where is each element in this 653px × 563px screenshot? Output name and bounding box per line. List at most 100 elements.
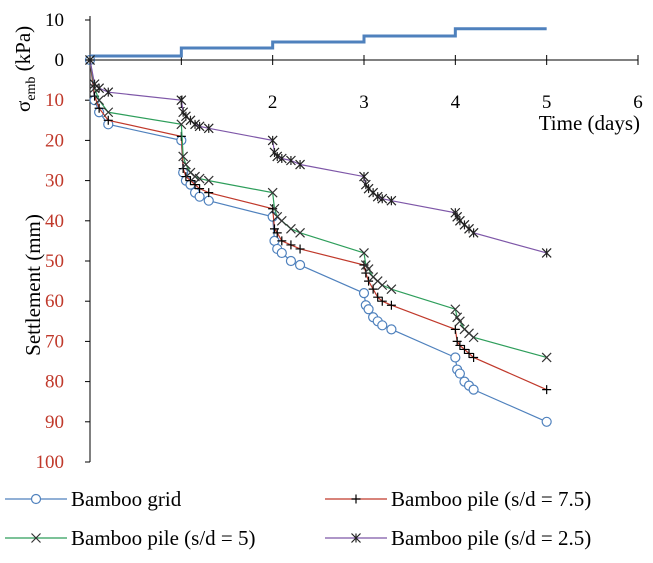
series-2 xyxy=(85,55,552,395)
y-tick-label: 100 xyxy=(36,452,65,473)
top-y-axis-title-subscript: emb xyxy=(24,77,39,101)
top-y-tick-label: 0 xyxy=(55,50,65,71)
data-point-star xyxy=(295,159,305,170)
data-point-x xyxy=(180,159,191,170)
data-point-plus xyxy=(450,324,460,334)
data-point-x xyxy=(176,119,187,130)
series-line xyxy=(89,59,547,254)
x-tick-label: 4 xyxy=(451,92,461,113)
data-point-star xyxy=(386,195,397,206)
y-tick-label: 60 xyxy=(45,291,64,312)
series-1 xyxy=(84,54,552,427)
y-tick-label: 50 xyxy=(45,251,64,272)
x-tick-label: 6 xyxy=(633,92,643,113)
data-point-circle xyxy=(194,191,205,202)
data-point-circle xyxy=(450,352,461,363)
data-point-plus xyxy=(272,228,282,238)
data-point-star xyxy=(194,121,205,132)
data-point-plus xyxy=(286,240,296,250)
y-axis-title: Settlement (mm) xyxy=(21,214,45,356)
data-point-plus xyxy=(459,344,469,354)
y-tick-label: 10 xyxy=(45,90,64,111)
x-tick-label: 5 xyxy=(542,92,552,113)
data-point-star xyxy=(468,227,479,238)
data-point-star xyxy=(286,155,296,166)
data-point-star xyxy=(103,87,114,98)
data-point-plus xyxy=(190,180,200,190)
data-point-circle xyxy=(468,384,479,395)
data-point-circle xyxy=(203,195,214,206)
legend-swatch-marker xyxy=(351,494,361,504)
data-point-circle xyxy=(454,368,465,379)
series-line xyxy=(89,59,547,423)
data-point-x xyxy=(194,173,205,184)
legend-swatch-marker xyxy=(351,533,361,543)
data-point-circle xyxy=(541,416,552,427)
data-point-plus xyxy=(464,348,474,358)
data-point-plus xyxy=(542,385,552,395)
legend-label: Bamboo pile (s/d = 5) xyxy=(71,526,256,550)
data-point-plus xyxy=(377,296,387,306)
x-axis-title: Time (days) xyxy=(539,111,640,135)
legend-item-2: Bamboo pile (s/d = 7.5) xyxy=(325,487,591,511)
data-point-x xyxy=(295,227,305,238)
x-tick-label: 3 xyxy=(359,92,369,113)
data-point-star xyxy=(203,123,214,134)
data-point-star xyxy=(359,171,369,182)
data-point-x xyxy=(269,203,280,214)
legend-label: Bamboo pile (s/d = 7.5) xyxy=(391,487,591,511)
data-point-x xyxy=(541,352,552,363)
series-4 xyxy=(85,55,552,258)
series-line xyxy=(89,59,547,391)
data-point-x xyxy=(276,215,287,226)
legend-item-3: Bamboo pile (s/d = 5) xyxy=(5,526,256,550)
data-point-star xyxy=(85,55,95,65)
data-point-circle xyxy=(386,324,397,335)
data-point-star xyxy=(176,95,187,106)
data-point-plus xyxy=(103,115,113,125)
y-tick-label: 40 xyxy=(45,211,64,232)
y-tick-label: 30 xyxy=(45,171,64,192)
data-point-circle xyxy=(363,304,374,315)
legend-swatch-marker xyxy=(31,533,41,543)
data-point-x xyxy=(286,223,296,234)
x-tick-label: 2 xyxy=(268,92,278,113)
top-y-axis-title: σemb (kPa) xyxy=(11,26,39,112)
data-point-plus xyxy=(94,103,104,113)
legend-item-1: Bamboo grid xyxy=(5,487,182,511)
series-3 xyxy=(85,55,552,363)
data-point-x xyxy=(450,304,461,315)
data-point-x xyxy=(454,316,465,327)
y-tick-label: 20 xyxy=(45,130,64,151)
top-y-axis-title-symbol: σ xyxy=(11,101,35,112)
data-point-x xyxy=(94,95,105,106)
top-y-axis-title-unit: (kPa) xyxy=(11,26,35,77)
data-point-circle xyxy=(294,259,306,271)
data-point-circle xyxy=(358,288,370,299)
y-tick-label: 70 xyxy=(45,331,64,352)
data-point-plus xyxy=(368,284,378,294)
data-point-x xyxy=(203,175,214,186)
data-point-plus xyxy=(204,188,214,198)
data-point-x xyxy=(178,151,189,162)
top-y-tick-label: 10 xyxy=(45,10,64,31)
embankment-stress-panel: 0 10 σemb (kPa) xyxy=(11,10,639,112)
data-point-x xyxy=(103,107,114,118)
data-point-circle xyxy=(285,255,297,267)
data-point-x xyxy=(468,332,479,343)
data-point-x xyxy=(267,187,278,198)
legend-item-4: Bamboo pile (s/d = 2.5) xyxy=(325,526,591,550)
legend-label: Bamboo pile (s/d = 2.5) xyxy=(391,526,591,550)
data-point-plus xyxy=(469,352,479,362)
y-tick-label: 80 xyxy=(45,372,64,393)
data-point-plus xyxy=(295,244,305,254)
data-point-plus xyxy=(455,340,465,350)
data-point-plus xyxy=(268,204,278,214)
data-point-star xyxy=(94,83,105,94)
data-point-plus xyxy=(373,292,383,302)
data-point-x xyxy=(386,284,397,295)
data-point-circle xyxy=(276,247,287,259)
data-point-star xyxy=(267,135,278,146)
